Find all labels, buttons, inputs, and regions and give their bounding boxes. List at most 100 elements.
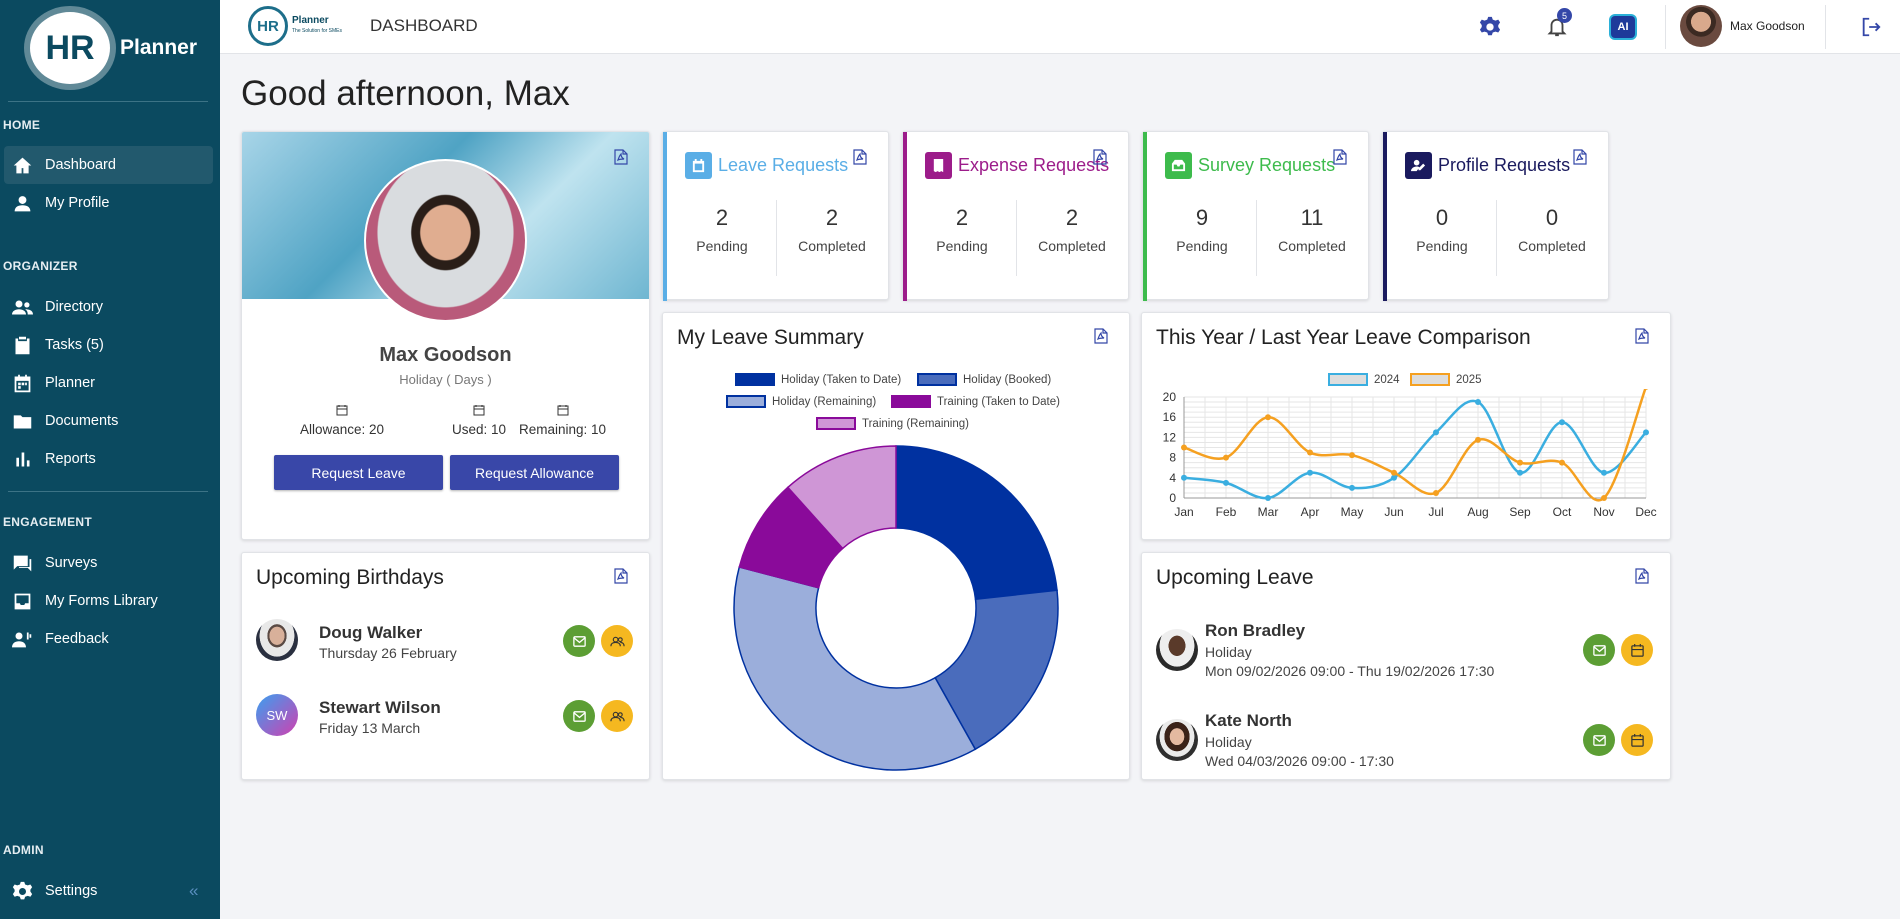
sidebar-item-planner[interactable]: Planner: [4, 364, 213, 402]
sidebar-item-directory[interactable]: Directory: [4, 288, 213, 326]
expense-requests-card[interactable]: Expense Requests 2 Pending 2 Completed: [902, 131, 1129, 301]
data-point[interactable]: [1475, 436, 1481, 443]
pdf-export-button[interactable]: [614, 149, 628, 165]
data-point[interactable]: [1517, 459, 1523, 466]
legend-swatch: [726, 395, 766, 408]
data-point[interactable]: [1349, 484, 1355, 491]
divider: [1665, 5, 1666, 49]
data-point[interactable]: [1265, 414, 1271, 421]
view-profile-button[interactable]: [601, 625, 633, 657]
data-point[interactable]: [1307, 449, 1313, 456]
topbar-logo[interactable]: HR Planner The Solution for SMEs: [248, 6, 342, 46]
view-profile-button[interactable]: [601, 700, 633, 732]
sidebar-item-my-forms-library[interactable]: My Forms Library: [4, 582, 213, 620]
data-point[interactable]: [1181, 474, 1187, 481]
pdf-export-button[interactable]: [1635, 328, 1649, 344]
x-tick-label: Mar: [1258, 505, 1279, 519]
legend-item[interactable]: 2025: [1410, 373, 1482, 386]
pdf-export-button[interactable]: [614, 568, 628, 584]
view-calendar-button[interactable]: [1621, 724, 1653, 756]
data-point[interactable]: [1223, 454, 1229, 461]
send-email-button[interactable]: [563, 625, 595, 657]
send-email-button[interactable]: [1583, 724, 1615, 756]
y-tick-label: 20: [1163, 390, 1177, 404]
pdf-export-button[interactable]: [1093, 149, 1107, 165]
data-point[interactable]: [1517, 469, 1523, 476]
x-tick-label: Apr: [1301, 505, 1320, 519]
data-point[interactable]: [1433, 429, 1439, 436]
legend-item[interactable]: Holiday (Remaining): [726, 395, 876, 408]
sidebar-item-settings[interactable]: Settings: [4, 872, 184, 910]
sidebar-item-surveys[interactable]: Surveys: [4, 544, 213, 582]
sidebar-item-dashboard[interactable]: Dashboard: [4, 146, 213, 184]
leave-requests-card[interactable]: Leave Requests 2 Pending 2 Completed: [662, 131, 889, 301]
notifications-button[interactable]: 5: [1542, 8, 1572, 42]
pdf-export-button[interactable]: [853, 149, 867, 165]
pdf-icon: [1573, 149, 1587, 165]
data-point[interactable]: [1181, 444, 1187, 451]
app-logo[interactable]: HR Planner: [30, 12, 197, 84]
data-point[interactable]: [1223, 479, 1229, 486]
sidebar-item-reports[interactable]: Reports: [4, 440, 213, 478]
send-email-button[interactable]: [1583, 634, 1615, 666]
mail-icon: [1592, 734, 1606, 746]
section-home: HOME: [3, 118, 41, 132]
survey-icon: [13, 555, 32, 571]
sidebar-item-label: Surveys: [45, 555, 98, 571]
survey-requests-card[interactable]: Survey Requests 9 Pending 11 Completed: [1142, 131, 1369, 301]
completed-count: 11: [1300, 205, 1324, 230]
send-email-button[interactable]: [563, 700, 595, 732]
data-point[interactable]: [1307, 469, 1313, 476]
x-tick-label: Nov: [1593, 505, 1614, 519]
legend-item[interactable]: 2024: [1328, 373, 1400, 386]
view-calendar-button[interactable]: [1621, 634, 1653, 666]
data-point[interactable]: [1391, 474, 1397, 481]
data-point[interactable]: [1391, 469, 1397, 476]
pdf-export-button[interactable]: [1094, 328, 1108, 344]
request-allowance-button[interactable]: Request Allowance: [450, 455, 619, 490]
x-tick-label: Jul: [1428, 505, 1443, 519]
data-point[interactable]: [1265, 495, 1271, 501]
legend-item[interactable]: Training (Remaining): [816, 417, 969, 430]
data-point[interactable]: [1643, 429, 1649, 436]
request-leave-button[interactable]: Request Leave: [274, 455, 443, 490]
pdf-export-button[interactable]: [1333, 149, 1347, 165]
completed-label: Completed: [1278, 238, 1346, 254]
legend-item[interactable]: Holiday (Taken to Date): [735, 373, 901, 386]
card-title: Upcoming Birthdays: [256, 566, 444, 589]
user-avatar[interactable]: [1680, 5, 1722, 47]
legend-item[interactable]: Holiday (Booked): [917, 373, 1051, 386]
card-title: This Year / Last Year Leave Comparison: [1156, 326, 1531, 349]
avatar-initials: SW: [256, 694, 298, 736]
user-name[interactable]: Max Goodson: [1730, 19, 1805, 33]
data-point[interactable]: [1601, 469, 1607, 476]
profile-requests-card[interactable]: Profile Requests 0 Pending 0 Completed: [1382, 131, 1609, 301]
sidebar-item-my-profile[interactable]: My Profile: [4, 184, 213, 222]
sidebar-item-documents[interactable]: Documents: [4, 402, 213, 440]
legend-swatch: [891, 395, 931, 408]
donut-slice[interactable]: [934, 589, 1059, 751]
topbar-logo-tagline: The Solution for SMEs: [292, 28, 343, 34]
logout-button[interactable]: [1856, 12, 1886, 42]
collapse-sidebar-button[interactable]: «: [189, 881, 199, 900]
data-point[interactable]: [1433, 489, 1439, 496]
data-point[interactable]: [1475, 399, 1481, 406]
folder-icon: [13, 414, 32, 428]
pdf-export-button[interactable]: [1573, 149, 1587, 165]
legend-item[interactable]: Training (Taken to Date): [891, 395, 1060, 408]
donut-slice[interactable]: [733, 566, 977, 771]
donut-slice[interactable]: [895, 445, 1058, 601]
sidebar-item-tasks[interactable]: Tasks (5): [4, 326, 213, 364]
ai-assistant-button[interactable]: AI: [1608, 12, 1638, 42]
data-point[interactable]: [1643, 389, 1649, 390]
gear-icon: [1479, 16, 1501, 36]
donut-slice[interactable]: [786, 445, 897, 550]
user-edit-icon: [1405, 152, 1432, 179]
settings-button[interactable]: [1475, 12, 1505, 42]
data-point[interactable]: [1349, 452, 1355, 459]
data-point[interactable]: [1559, 419, 1565, 426]
data-point[interactable]: [1601, 495, 1607, 501]
pdf-export-button[interactable]: [1635, 568, 1649, 584]
data-point[interactable]: [1559, 459, 1565, 466]
sidebar-item-feedback[interactable]: Feedback: [4, 620, 213, 658]
